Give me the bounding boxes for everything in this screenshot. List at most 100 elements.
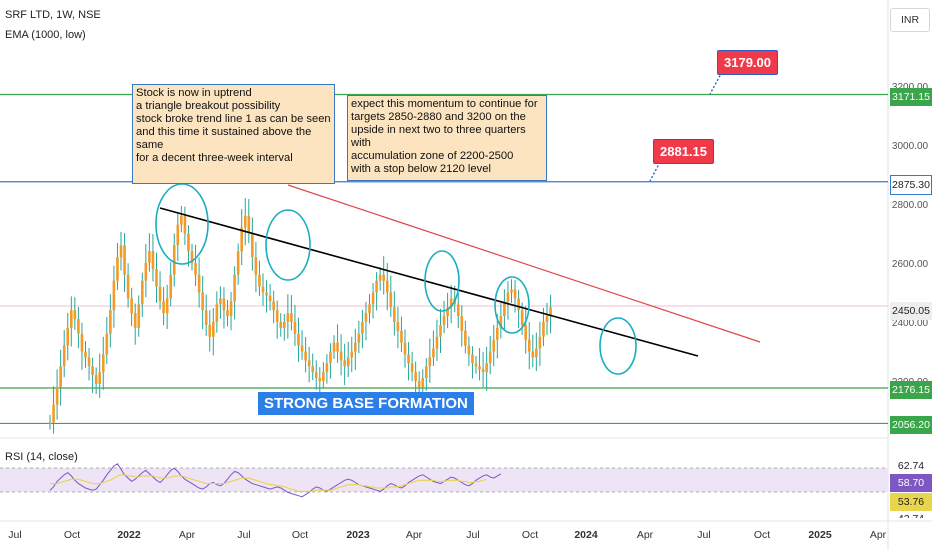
y-tick-label-2800: 2800.00 xyxy=(892,200,929,211)
candle xyxy=(226,299,229,327)
candle-body xyxy=(87,357,91,367)
candle xyxy=(481,351,485,388)
strong-base-banner[interactable]: STRONG BASE FORMATION xyxy=(258,392,474,415)
candle-body xyxy=(485,363,488,373)
candle xyxy=(527,322,531,370)
x-tick-label: Apr xyxy=(179,529,196,541)
candle-body xyxy=(112,280,116,311)
candle xyxy=(517,289,520,329)
candle-body xyxy=(361,322,364,334)
candle-body xyxy=(222,298,226,311)
candle xyxy=(155,252,158,303)
candle-body xyxy=(148,251,151,263)
candle-body xyxy=(293,322,297,334)
candle xyxy=(545,302,549,336)
candle-body xyxy=(403,342,407,355)
candle-body xyxy=(545,316,549,322)
y-tick-label-2400: 2400.00 xyxy=(892,318,929,329)
price-label-2450: 2450.05 xyxy=(890,302,932,320)
candle-body xyxy=(105,333,109,355)
candle-body xyxy=(368,304,371,314)
candle-body xyxy=(251,233,254,258)
candle-body xyxy=(290,313,293,322)
candle-body xyxy=(91,366,94,376)
candle-body xyxy=(101,354,105,373)
candle xyxy=(105,316,109,365)
x-tick-label: Jul xyxy=(697,529,710,541)
candle xyxy=(496,314,499,359)
candle-body xyxy=(141,280,144,305)
candle-body xyxy=(517,298,520,311)
candle xyxy=(236,243,240,285)
candle-body xyxy=(325,363,329,373)
candle-body xyxy=(52,404,55,423)
candle xyxy=(201,275,204,330)
candle-body xyxy=(346,357,350,367)
x-tick-label: Oct xyxy=(64,529,80,541)
candle-body xyxy=(215,304,219,322)
candle-body xyxy=(236,251,240,275)
candle-body xyxy=(187,233,190,252)
candle-body xyxy=(385,280,389,293)
candle-body xyxy=(400,330,403,343)
candle-body xyxy=(272,301,275,311)
candle xyxy=(80,322,84,370)
candle xyxy=(187,225,190,267)
candle xyxy=(194,244,197,287)
candle-body xyxy=(474,363,478,367)
candle-body xyxy=(425,366,428,379)
candle xyxy=(251,217,254,271)
candle-body xyxy=(180,215,183,225)
candle xyxy=(101,336,105,390)
candle-body xyxy=(275,310,279,322)
candle-body xyxy=(130,298,133,314)
candle xyxy=(474,355,478,374)
candle-body xyxy=(456,304,460,317)
candle-body xyxy=(151,251,155,269)
candle xyxy=(375,272,378,311)
candle xyxy=(322,362,325,389)
candle xyxy=(247,198,251,244)
target-2881-callout[interactable]: 2881.15 xyxy=(653,139,714,164)
targets-note[interactable]: expect this momentum to continue for tar… xyxy=(347,95,547,181)
candle xyxy=(87,347,91,381)
candle xyxy=(258,260,261,297)
candle xyxy=(176,213,180,261)
candle xyxy=(123,232,126,292)
candle-body xyxy=(126,274,130,299)
candle xyxy=(364,301,368,341)
candle xyxy=(343,343,346,386)
candle xyxy=(350,336,354,373)
x-tick-label: Apr xyxy=(406,529,423,541)
candle-body xyxy=(506,292,510,302)
highlight-circle-1 xyxy=(155,183,209,265)
candle xyxy=(449,284,453,324)
candle-body xyxy=(471,354,474,364)
candle xyxy=(59,349,62,406)
candle-body xyxy=(204,310,208,325)
candle xyxy=(130,287,133,327)
candle xyxy=(304,337,307,373)
uptrend-note[interactable]: Stock is now in uptrend a triangle break… xyxy=(132,84,335,184)
candle-body xyxy=(183,215,187,234)
candle-body xyxy=(254,257,258,275)
candle xyxy=(233,266,236,320)
candle xyxy=(428,338,432,383)
candle xyxy=(439,308,442,353)
currency-button[interactable]: INR xyxy=(890,8,930,32)
candle-body xyxy=(80,333,84,352)
candle-body xyxy=(527,339,531,352)
candle-body xyxy=(535,348,538,358)
candle xyxy=(204,294,208,336)
target-3179-callout[interactable]: 3179.00 xyxy=(717,50,778,75)
candle xyxy=(84,341,87,368)
target-3179-pointer xyxy=(709,71,723,95)
candle-body xyxy=(169,274,172,299)
candle xyxy=(62,329,66,378)
candle-body xyxy=(133,313,137,328)
x-tick-label: 2022 xyxy=(117,529,141,541)
candle-body xyxy=(158,286,162,302)
candle xyxy=(169,262,172,307)
candle xyxy=(460,305,464,347)
